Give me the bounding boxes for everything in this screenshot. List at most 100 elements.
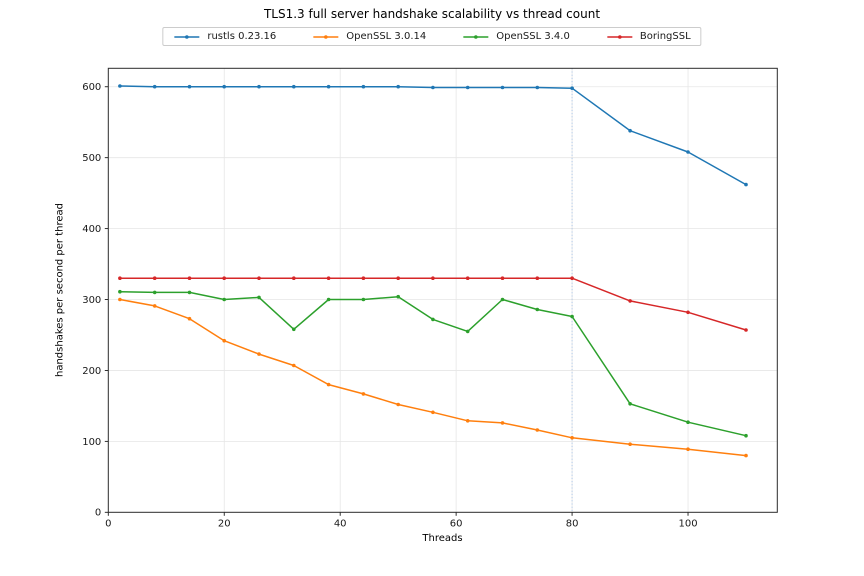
data-point [396,402,401,407]
data-point [686,420,690,425]
data-point [500,421,505,425]
data-point [628,128,632,133]
data-point [292,276,296,281]
data-point [535,307,540,312]
x-tick-label: 60 [450,518,463,529]
y-tick-label: 400 [82,224,101,235]
y-tick-label: 300 [82,295,101,306]
data-point [222,84,226,89]
data-point [326,297,331,302]
series-line [119,277,747,331]
data-point [257,295,261,300]
y-axis-label: handshakes per second per thread [54,202,66,378]
data-point [326,382,331,387]
data-point [187,316,192,321]
data-point [628,299,632,303]
data-point [744,433,748,438]
data-point [500,276,505,281]
series-rustls-0-23-16 [118,84,748,187]
data-point [292,327,296,332]
data-point [187,84,192,89]
data-point [187,276,192,281]
series-boringssl [118,276,748,332]
data-point [292,84,296,89]
legend-line-sample-icon [463,34,489,39]
y-tick-label: 100 [82,437,101,448]
legend-label: rustls 0.23.16 [207,31,277,42]
data-point [744,182,748,187]
data-point [326,276,331,281]
data-point [431,85,435,90]
data-point [396,84,401,89]
data-point [222,297,226,302]
legend-item-rustls: rustls 0.23.16 [173,31,276,42]
series-line [119,298,747,457]
data-point [118,289,122,294]
data-point [431,410,435,415]
data-point [744,453,748,458]
y-tick-label: 600 [82,82,101,93]
data-point [257,84,261,89]
x-tick-label: 100 [678,518,697,529]
data-point [535,85,540,90]
data-point [570,436,574,440]
legend-label: OpenSSL 3.4.0 [496,31,570,42]
axis-ticks: 0 20 40 60 80 100 0 100 200 300 400 500 600 [82,82,697,529]
x-axis-label: Threads [422,533,463,544]
y-tick-label: 0 [95,508,101,519]
data-point [292,363,296,368]
y-tick-label: 500 [82,153,101,164]
data-point [570,276,574,281]
x-tick-label: 20 [218,518,231,529]
data-point [326,84,331,89]
series-line [119,85,747,186]
legend-line-sample-icon [174,34,200,39]
data-point [465,329,470,334]
data-point [535,428,540,432]
chart-title: TLS1.3 full server handshake scalability… [263,7,601,21]
grid [108,68,778,513]
legend: rustls 0.23.16 OpenSSL 3.0.14 OpenSSL 3.… [162,27,702,46]
series-line [119,290,747,437]
data-point [686,310,690,315]
data-point [257,352,261,356]
data-point [570,314,574,319]
data-point [118,84,122,88]
legend-item-openssl-340: OpenSSL 3.4.0 [462,31,570,42]
legend-line-sample-icon [606,34,632,39]
series-openssl-3-4-0 [118,289,748,438]
data-point [222,338,226,343]
data-point [222,276,226,281]
y-tick-label: 200 [82,366,101,377]
data-point [118,276,122,281]
legend-label: OpenSSL 3.0.14 [346,31,427,42]
legend-item-boringssl: BoringSSL [606,31,691,42]
data-point [465,276,470,281]
data-point [686,150,690,154]
data-point [465,419,470,423]
x-tick-label: 0 [105,518,111,529]
data-point [152,84,157,89]
series-openssl-3-0-14 [118,297,748,458]
legend-label: BoringSSL [639,31,691,42]
data-point [118,297,122,302]
legend-line-sample-icon [313,34,339,39]
data-point [744,328,748,332]
data-point [686,447,690,452]
data-point [396,276,401,281]
x-tick-label: 80 [566,518,579,529]
data-point [431,317,435,322]
data-point [535,276,540,281]
data-point [187,290,192,295]
data-point [465,85,470,90]
x-tick-label: 40 [334,518,347,529]
data-point [257,276,261,281]
data-point [396,294,401,299]
data-point [628,402,632,406]
data-point [361,84,366,89]
plot-border [107,67,778,513]
data-point [500,85,505,90]
data-point [152,304,157,308]
